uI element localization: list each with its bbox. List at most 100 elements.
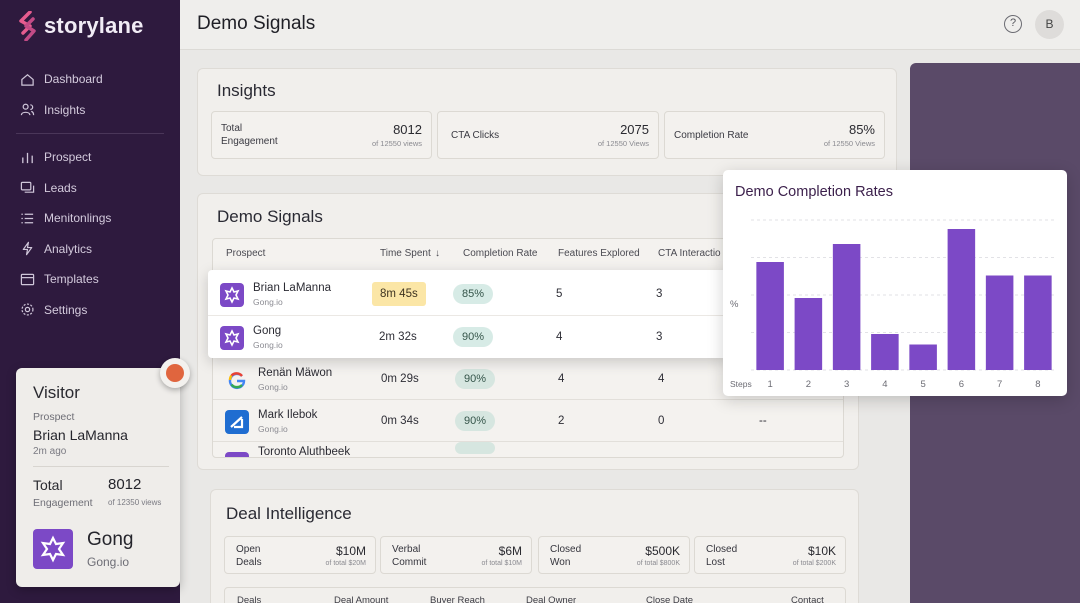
prospect-company: Gong.io <box>258 382 288 392</box>
features-explored: 5 <box>556 288 563 300</box>
prospect-name: Mark Ilebok <box>258 409 318 421</box>
sidebar-item-templates[interactable]: Templates <box>0 264 180 295</box>
deal-stat-open[interactable]: Open Deals $10M of total $20M <box>224 536 376 574</box>
extra-value: -- <box>759 415 767 427</box>
demo-signals-title: Demo Signals <box>217 207 323 226</box>
header-deal-amount[interactable]: Deal Amount <box>334 595 389 603</box>
completion-rate-pill: 90% <box>455 411 496 431</box>
sidebar-item-label: Templates <box>44 272 99 287</box>
gong-logo-icon <box>220 283 244 307</box>
y-axis-label: % <box>730 299 739 310</box>
cta-interactions: 0 <box>658 415 665 427</box>
storylane-logo[interactable]: storylane <box>18 11 144 41</box>
header-cta-interactions[interactable]: CTA Interactio <box>658 248 721 259</box>
chart-bar <box>794 298 823 370</box>
header-time-spent[interactable]: Time Spent <box>380 248 431 259</box>
stat-label: CTA Clicks <box>451 130 500 141</box>
stat-label: Completion Rate <box>674 130 749 141</box>
stat-sub: of 12550 views <box>371 139 422 148</box>
deal-sub: of total $20M <box>325 560 366 567</box>
completion-rates-chart: 1 2 3 4 5 6 7 8 Steps% <box>730 219 1057 390</box>
bolt-icon <box>20 241 35 256</box>
sidebar-item-insights[interactable]: Insights <box>0 95 180 126</box>
x-axis-label: Steps <box>730 379 752 389</box>
chart-bar <box>985 275 1014 370</box>
sort-down-icon[interactable]: ↓ <box>435 248 440 259</box>
google-logo-icon <box>225 368 249 392</box>
completion-rate-pill: 85% <box>453 284 494 304</box>
x-tick-label: 7 <box>997 379 1002 390</box>
table-row[interactable]: Toronto Aluthbeek <box>213 441 843 458</box>
time-spent: 2m 32s <box>379 331 417 343</box>
avatar[interactable]: B <box>1035 10 1064 39</box>
deal-stat-verbal-commit[interactable]: Verbal Commit $6M of total $10M <box>380 536 532 574</box>
x-tick-label: 5 <box>920 379 925 390</box>
stat-cta-clicks[interactable]: CTA Clicks 2075 of 12550 Views <box>437 111 659 159</box>
chart-title: Demo Completion Rates <box>735 184 893 200</box>
chart-bar <box>909 344 937 370</box>
prospect-name: Toronto Aluthbeek <box>258 446 351 458</box>
gong-logo-icon <box>33 529 73 569</box>
sidebar-item-settings[interactable]: Settings <box>0 295 180 326</box>
prospect-name: Brian LaManna <box>253 282 331 294</box>
header-prospect[interactable]: Prospect <box>226 248 266 259</box>
prospect-company: Gong.io <box>258 424 288 434</box>
deal-stat-closed-won[interactable]: Closed Won $500K of total $800K <box>538 536 690 574</box>
logo-text: storylane <box>44 13 144 38</box>
stat-total-engagement[interactable]: Total Engagement 8012 of 12550 views <box>211 111 432 159</box>
sidebar-item-label: Settings <box>44 302 88 317</box>
visitor-total-label: Total <box>33 477 63 493</box>
header-features-explored[interactable]: Features Explored <box>558 248 640 259</box>
folder-icon <box>20 272 35 287</box>
completion-rate-pill: 90% <box>453 327 494 347</box>
insights-card: Insights Total Engagement 8012 of 12550 … <box>197 68 897 176</box>
sidebar-item-label: Prospect <box>44 150 92 165</box>
header-deals[interactable]: Deals <box>237 595 262 603</box>
deal-label: Open Deals <box>236 544 262 568</box>
header-buyer-reach[interactable]: Buyer Reach <box>430 595 485 603</box>
features-explored: 4 <box>556 331 563 343</box>
header-contact[interactable]: Contact <box>791 595 824 603</box>
visitor-name: Brian LaManna <box>33 427 128 443</box>
visitor-card: Visitor Prospect Brian LaManna 2m ago To… <box>16 368 180 587</box>
sidebar-item-prospect[interactable]: Prospect <box>0 142 180 173</box>
chart-bar <box>871 334 899 370</box>
visitor-domain: Gong.io <box>87 555 130 569</box>
sidebar-item-analytics[interactable]: Analytics <box>0 234 180 265</box>
completion-rate-pill: 90% <box>455 369 496 389</box>
sidebar-item-dashboard[interactable]: Dashboard <box>0 64 180 95</box>
deal-sub: of total $10M <box>481 560 522 567</box>
stat-completion-rate[interactable]: Completion Rate 85% of 12550 Views <box>664 111 885 159</box>
stat-sub: of 12550 Views <box>597 139 649 148</box>
deal-sub: of total $200K <box>792 560 836 567</box>
visitor-role: Prospect <box>33 411 75 423</box>
x-tick-label: 3 <box>844 379 849 390</box>
sidebar-item-label: Analytics <box>44 241 93 256</box>
deal-value: $10K <box>807 544 836 558</box>
table-row[interactable]: Mark Ilebok Gong.io 0m 34s 90% 2 0 -- <box>213 399 843 441</box>
deal-value: $500K <box>645 544 680 558</box>
record-button[interactable] <box>160 358 190 388</box>
sidebar-item-label: Menitonlings <box>44 211 112 226</box>
header-close-date[interactable]: Close Date <box>646 595 693 603</box>
header-deal-owner[interactable]: Deal Owner <box>526 595 577 603</box>
deal-value: $6M <box>498 544 522 558</box>
deal-intelligence-title: Deal Intelligence <box>226 504 352 523</box>
stat-label: Engagement <box>221 136 278 147</box>
cta-interactions: 3 <box>656 288 663 300</box>
time-spent-pill: 8m 45s <box>372 282 426 306</box>
sidebar-item-leads[interactable]: Leads <box>0 173 180 204</box>
header-completion-rate[interactable]: Completion Rate <box>463 248 538 259</box>
table-row[interactable]: Brian LaManna Gong.io 8m 45s 85% 5 3 <box>208 273 728 315</box>
company-logo-icon <box>225 410 249 434</box>
deal-stat-closed-lost[interactable]: Closed Lost $10K of total $200K <box>694 536 846 574</box>
visitor-views: of 12350 views <box>108 498 162 507</box>
sidebar-item-label: Insights <box>44 102 86 117</box>
table-row[interactable]: Gong Gong.io 2m 32s 90% 4 3 <box>208 315 728 357</box>
sidebar-item-menitonlings[interactable]: Menitonlings <box>0 203 180 234</box>
stat-sub: of 12550 Views <box>823 139 875 148</box>
sidebar-item-label: Leads <box>44 180 77 195</box>
deal-label: Closed Won <box>550 544 582 568</box>
storylane-logo-icon <box>19 11 36 41</box>
help-icon[interactable]: ? <box>1004 15 1022 33</box>
